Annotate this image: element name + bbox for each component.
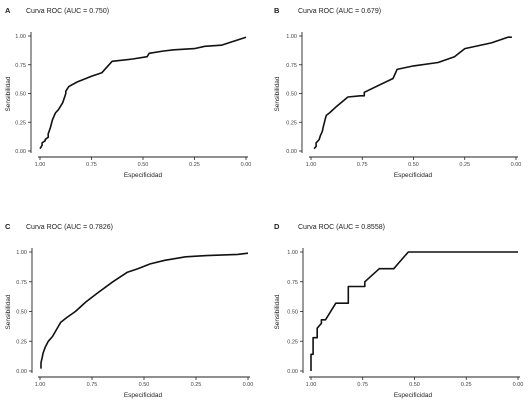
panel-d-title: Curva ROC (AUC = 0.8558) (298, 224, 385, 231)
panel-c-ytick-label: 0.50 (16, 310, 27, 316)
panel-a-ytick-label: 0.75 (15, 63, 26, 69)
panel-c-ytick-label: 0.25 (16, 339, 27, 345)
panel-d: D Curva ROC (AUC = 0.8558) 0.00 0.25 0.50 0… (274, 222, 523, 399)
panel-c-roc-curve (40, 252, 249, 369)
panel-d-xtick-label: 0.50 (409, 382, 420, 388)
panel-c-xlabel: Especificidad (124, 392, 163, 399)
panel-a-title: Curva ROC (AUC = 0.750) (26, 8, 109, 15)
panel-b-xtick-label: 0.00 (511, 162, 522, 168)
panel-a-letter: A (5, 6, 11, 15)
panel-c-xtick-label: 0.25 (191, 382, 202, 388)
panel-d-ytick-label: 1.00 (287, 250, 298, 256)
panel-b-xtick-label: 0.50 (408, 162, 419, 168)
panel-c-xtick-label: 0.50 (139, 382, 150, 388)
panel-a-ylabel: Sensibilidad (5, 76, 12, 111)
panel-c-xtick-label: 1.00 (35, 382, 46, 388)
panel-a-xtick-label: 0.25 (189, 162, 200, 168)
panel-d-xtick-label: 0.75 (357, 382, 368, 388)
panel-a-ytick-label: 0.50 (15, 92, 26, 98)
panel-a-roc-curve (39, 36, 247, 150)
panel-a-xtick-label: 0.50 (138, 162, 149, 168)
panel-c-letter: C (5, 222, 11, 231)
panel-c: C Curva ROC (AUC = 0.7826) 0.00 0.25 0.50 0… (5, 222, 253, 399)
panel-a-ytick-label: 0.00 (15, 149, 26, 155)
panel-b-ytick-label: 0.00 (286, 149, 297, 155)
panel-b-ytick-label: 1.00 (286, 34, 297, 40)
panel-d-ylabel: Sensibilidad (274, 294, 281, 329)
panel-a: A Curva ROC (AUC = 0.750) 0.00 0.25 0.50 0.… (5, 6, 251, 179)
panel-d-ytick-label: 0.50 (287, 310, 298, 316)
panel-c-ytick-label: 0.75 (16, 280, 27, 286)
panel-d-xtick-label: 0.00 (513, 382, 524, 388)
panel-b-xlabel: Especificidad (394, 172, 433, 179)
panel-a-xtick-label: 0.00 (241, 162, 252, 168)
panel-b-roc-curve (313, 36, 512, 150)
panel-c-xtick-label: 0.00 (243, 382, 254, 388)
panel-d-letter: D (274, 222, 280, 231)
panel-d-ytick-label: 0.75 (287, 280, 298, 286)
panel-b-xtick-label: 0.75 (357, 162, 368, 168)
panel-a-xlabel: Especificidad (124, 172, 163, 179)
panel-d-ytick-label: 0.00 (287, 369, 298, 375)
panel-c-title: Curva ROC (AUC = 0.7826) (26, 224, 113, 231)
panel-b-ytick-label: 0.50 (286, 92, 297, 98)
panel-d-xtick-label: 1.00 (306, 382, 317, 388)
panel-d-xlabel: Especificidad (394, 392, 433, 399)
panel-b-xtick-label: 1.00 (306, 162, 317, 168)
panel-b-title: Curva ROC (AUC = 0.679) (298, 8, 381, 15)
panel-b-ytick-label: 0.25 (286, 120, 297, 126)
panel-d-ytick-label: 0.25 (287, 339, 298, 345)
panel-d-roc-curve (310, 251, 518, 371)
panel-b-xtick-label: 0.25 (459, 162, 470, 168)
panel-d-xtick-label: 0.25 (461, 382, 472, 388)
panel-b-ytick-label: 0.75 (286, 63, 297, 69)
panel-c-ytick-label: 1.00 (16, 250, 27, 256)
panel-a-xtick-label: 1.00 (35, 162, 46, 168)
panel-a-ytick-label: 1.00 (15, 34, 26, 40)
panel-a-xtick-label: 0.75 (86, 162, 97, 168)
panel-b-ylabel: Sensibilidad (274, 76, 281, 111)
panel-c-ytick-label: 0.00 (16, 369, 27, 375)
panel-b: B Curva ROC (AUC = 0.679) 0.00 0.25 0.50 0.… (274, 6, 521, 179)
panel-c-ylabel: Sensibilidad (5, 294, 12, 329)
panel-b-letter: B (274, 6, 280, 15)
panel-a-ytick-label: 0.25 (15, 120, 26, 126)
panel-c-xtick-label: 0.75 (87, 382, 98, 388)
